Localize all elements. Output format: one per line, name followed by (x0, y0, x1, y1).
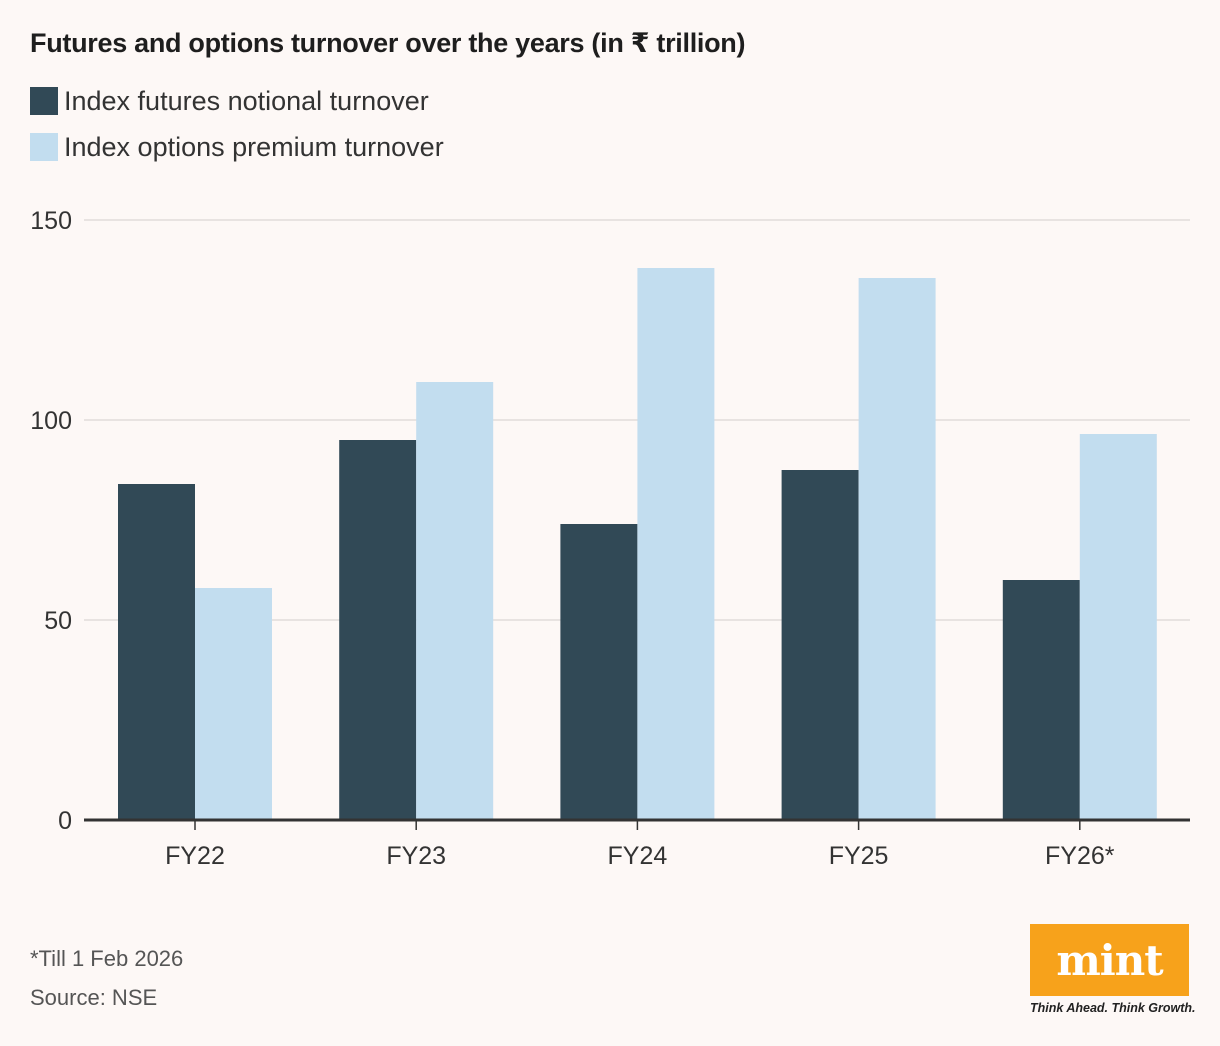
x-tick-label-FY26: FY26* (1045, 842, 1115, 870)
chart-title: Futures and options turnover over the ye… (30, 28, 746, 58)
x-tick-label-FY25: FY25 (829, 842, 889, 870)
x-tick-label-FY24: FY24 (608, 842, 668, 870)
y-tick-label-0: 0 (58, 807, 72, 835)
bar-futures-FY26 (1002, 580, 1080, 820)
bar-futures-FY22 (118, 484, 195, 820)
brand-tagline: Think Ahead. Think Growth. (1030, 1001, 1196, 1015)
source-note: Source: NSE (30, 985, 158, 1010)
x-tick-label-FY23: FY23 (386, 842, 446, 870)
bar-options-FY23 (416, 382, 494, 820)
legend-swatch-options (30, 133, 58, 161)
bar-futures-FY23 (339, 440, 417, 820)
x-tick-label-FY22: FY22 (165, 842, 225, 870)
legend: Index futures notional turnover Index op… (30, 84, 444, 176)
mint-logo: mint (1030, 924, 1189, 996)
legend-item-options: Index options premium turnover (30, 130, 444, 164)
legend-label-futures: Index futures notional turnover (64, 85, 429, 116)
y-tick-label-150: 150 (30, 207, 72, 235)
bar-chart: 0 50 100 150 FY22 FY23 FY24 FY25 FY26* (30, 207, 1190, 870)
bar-options-FY25 (858, 278, 936, 820)
bar-options-FY26 (1079, 434, 1157, 820)
mint-logo-text: mint (1056, 935, 1163, 985)
bar-options-FY24 (637, 268, 715, 820)
legend-item-futures: Index futures notional turnover (30, 84, 444, 118)
footnote-date: *Till 1 Feb 2026 (30, 946, 184, 971)
bar-options-FY22 (195, 588, 272, 820)
bar-futures-FY25 (781, 470, 859, 820)
legend-label-options: Index options premium turnover (64, 131, 444, 162)
bar-futures-FY24 (560, 524, 638, 820)
y-tick-label-50: 50 (44, 607, 72, 635)
legend-swatch-futures (30, 87, 58, 115)
y-tick-label-100: 100 (30, 407, 72, 435)
